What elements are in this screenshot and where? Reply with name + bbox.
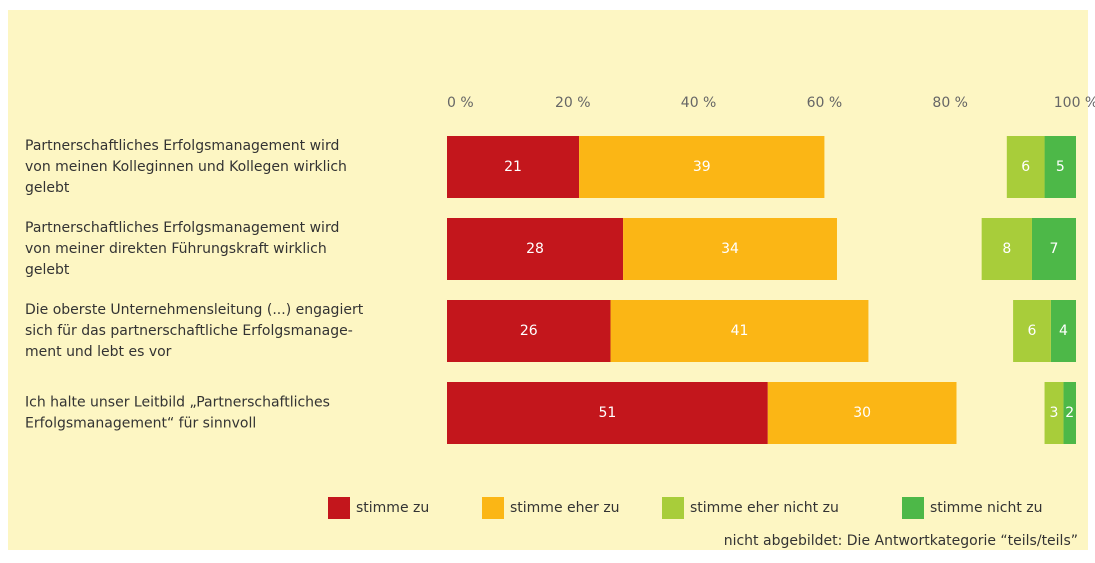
category-label: Partnerschaftliches Erfolgsmanagement wi…	[25, 220, 339, 236]
x-tick-label: 0 %	[447, 95, 474, 111]
bar-segment	[610, 300, 869, 362]
value-label: 39	[693, 159, 711, 175]
bar-segment	[579, 136, 825, 198]
legend-swatch	[662, 497, 684, 519]
legend-label: stimme eher nicht zu	[690, 500, 839, 516]
category-label: gelebt	[25, 262, 70, 278]
value-label: 30	[853, 405, 871, 421]
value-label: 26	[520, 323, 538, 339]
legend-label: stimme eher zu	[510, 500, 620, 516]
bar-segment	[1063, 382, 1076, 444]
bar-segment	[1031, 218, 1076, 280]
value-label: 51	[598, 405, 616, 421]
category-label: Die oberste Unternehmensleitung (...) en…	[25, 302, 364, 318]
bar-segment	[1050, 300, 1076, 362]
bar-segment	[447, 136, 580, 198]
value-label: 41	[731, 323, 749, 339]
value-label: 21	[504, 159, 522, 175]
bar-segment	[1044, 136, 1076, 198]
bar-segment	[447, 300, 611, 362]
value-label: 6	[1028, 323, 1037, 339]
legend-swatch	[482, 497, 504, 519]
legend-label: stimme nicht zu	[930, 500, 1043, 516]
bar-segment	[767, 382, 957, 444]
x-tick-label: 100 %	[1054, 95, 1095, 111]
bar-segment	[1006, 136, 1045, 198]
value-label: 5	[1056, 159, 1065, 175]
value-label: 34	[721, 241, 739, 257]
legend-swatch	[902, 497, 924, 519]
bar-segment	[447, 218, 624, 280]
category-label: gelebt	[25, 180, 70, 196]
bar-segment	[1013, 300, 1051, 362]
category-label: von meiner direkten Führungskraft wirkli…	[25, 241, 327, 257]
x-tick-label: 40 %	[681, 95, 717, 111]
value-label: 7	[1050, 241, 1059, 257]
bar-segment	[447, 382, 768, 444]
legend-label: stimme zu	[356, 500, 429, 516]
legend-swatch	[328, 497, 350, 519]
category-label: von meinen Kolleginnen und Kollegen wirk…	[25, 159, 347, 175]
category-label: ment und lebt es vor	[25, 344, 172, 360]
value-label: 4	[1059, 323, 1068, 339]
category-label: Partnerschaftliches Erfolgsmanagement wi…	[25, 138, 339, 154]
x-tick-label: 80 %	[932, 95, 968, 111]
x-tick-label: 60 %	[807, 95, 843, 111]
value-label: 2	[1065, 405, 1074, 421]
category-label: Ich halte unser Leitbild „Partnerschaftl…	[25, 395, 330, 411]
note: nicht abgebildet: Die Antwortkategorie “…	[724, 533, 1078, 549]
bar-segment	[981, 218, 1032, 280]
bar-segment	[1044, 382, 1064, 444]
value-label: 28	[526, 241, 544, 257]
value-label: 8	[1002, 241, 1011, 257]
value-label: 6	[1021, 159, 1030, 175]
value-label: 3	[1050, 405, 1059, 421]
x-tick-label: 20 %	[555, 95, 591, 111]
bar-segment	[623, 218, 837, 280]
category-label: sich für das partnerschaftliche Erfolgsm…	[25, 323, 353, 339]
category-label: Erfolgsmanagement“ für sinnvoll	[25, 416, 256, 432]
